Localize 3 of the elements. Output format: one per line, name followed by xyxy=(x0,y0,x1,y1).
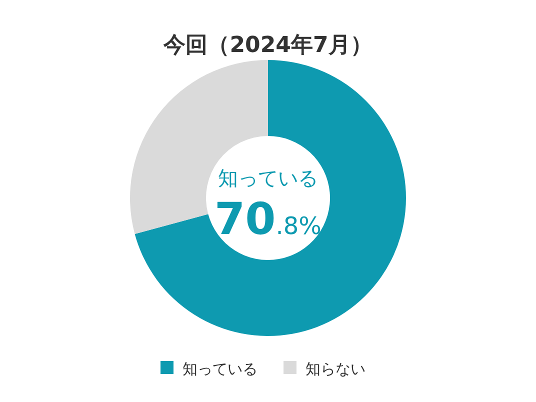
annotation: 知っている xyxy=(218,166,318,190)
annotation: 70.8% xyxy=(214,194,322,245)
title: 今回（2024年7月） xyxy=(164,33,372,58)
